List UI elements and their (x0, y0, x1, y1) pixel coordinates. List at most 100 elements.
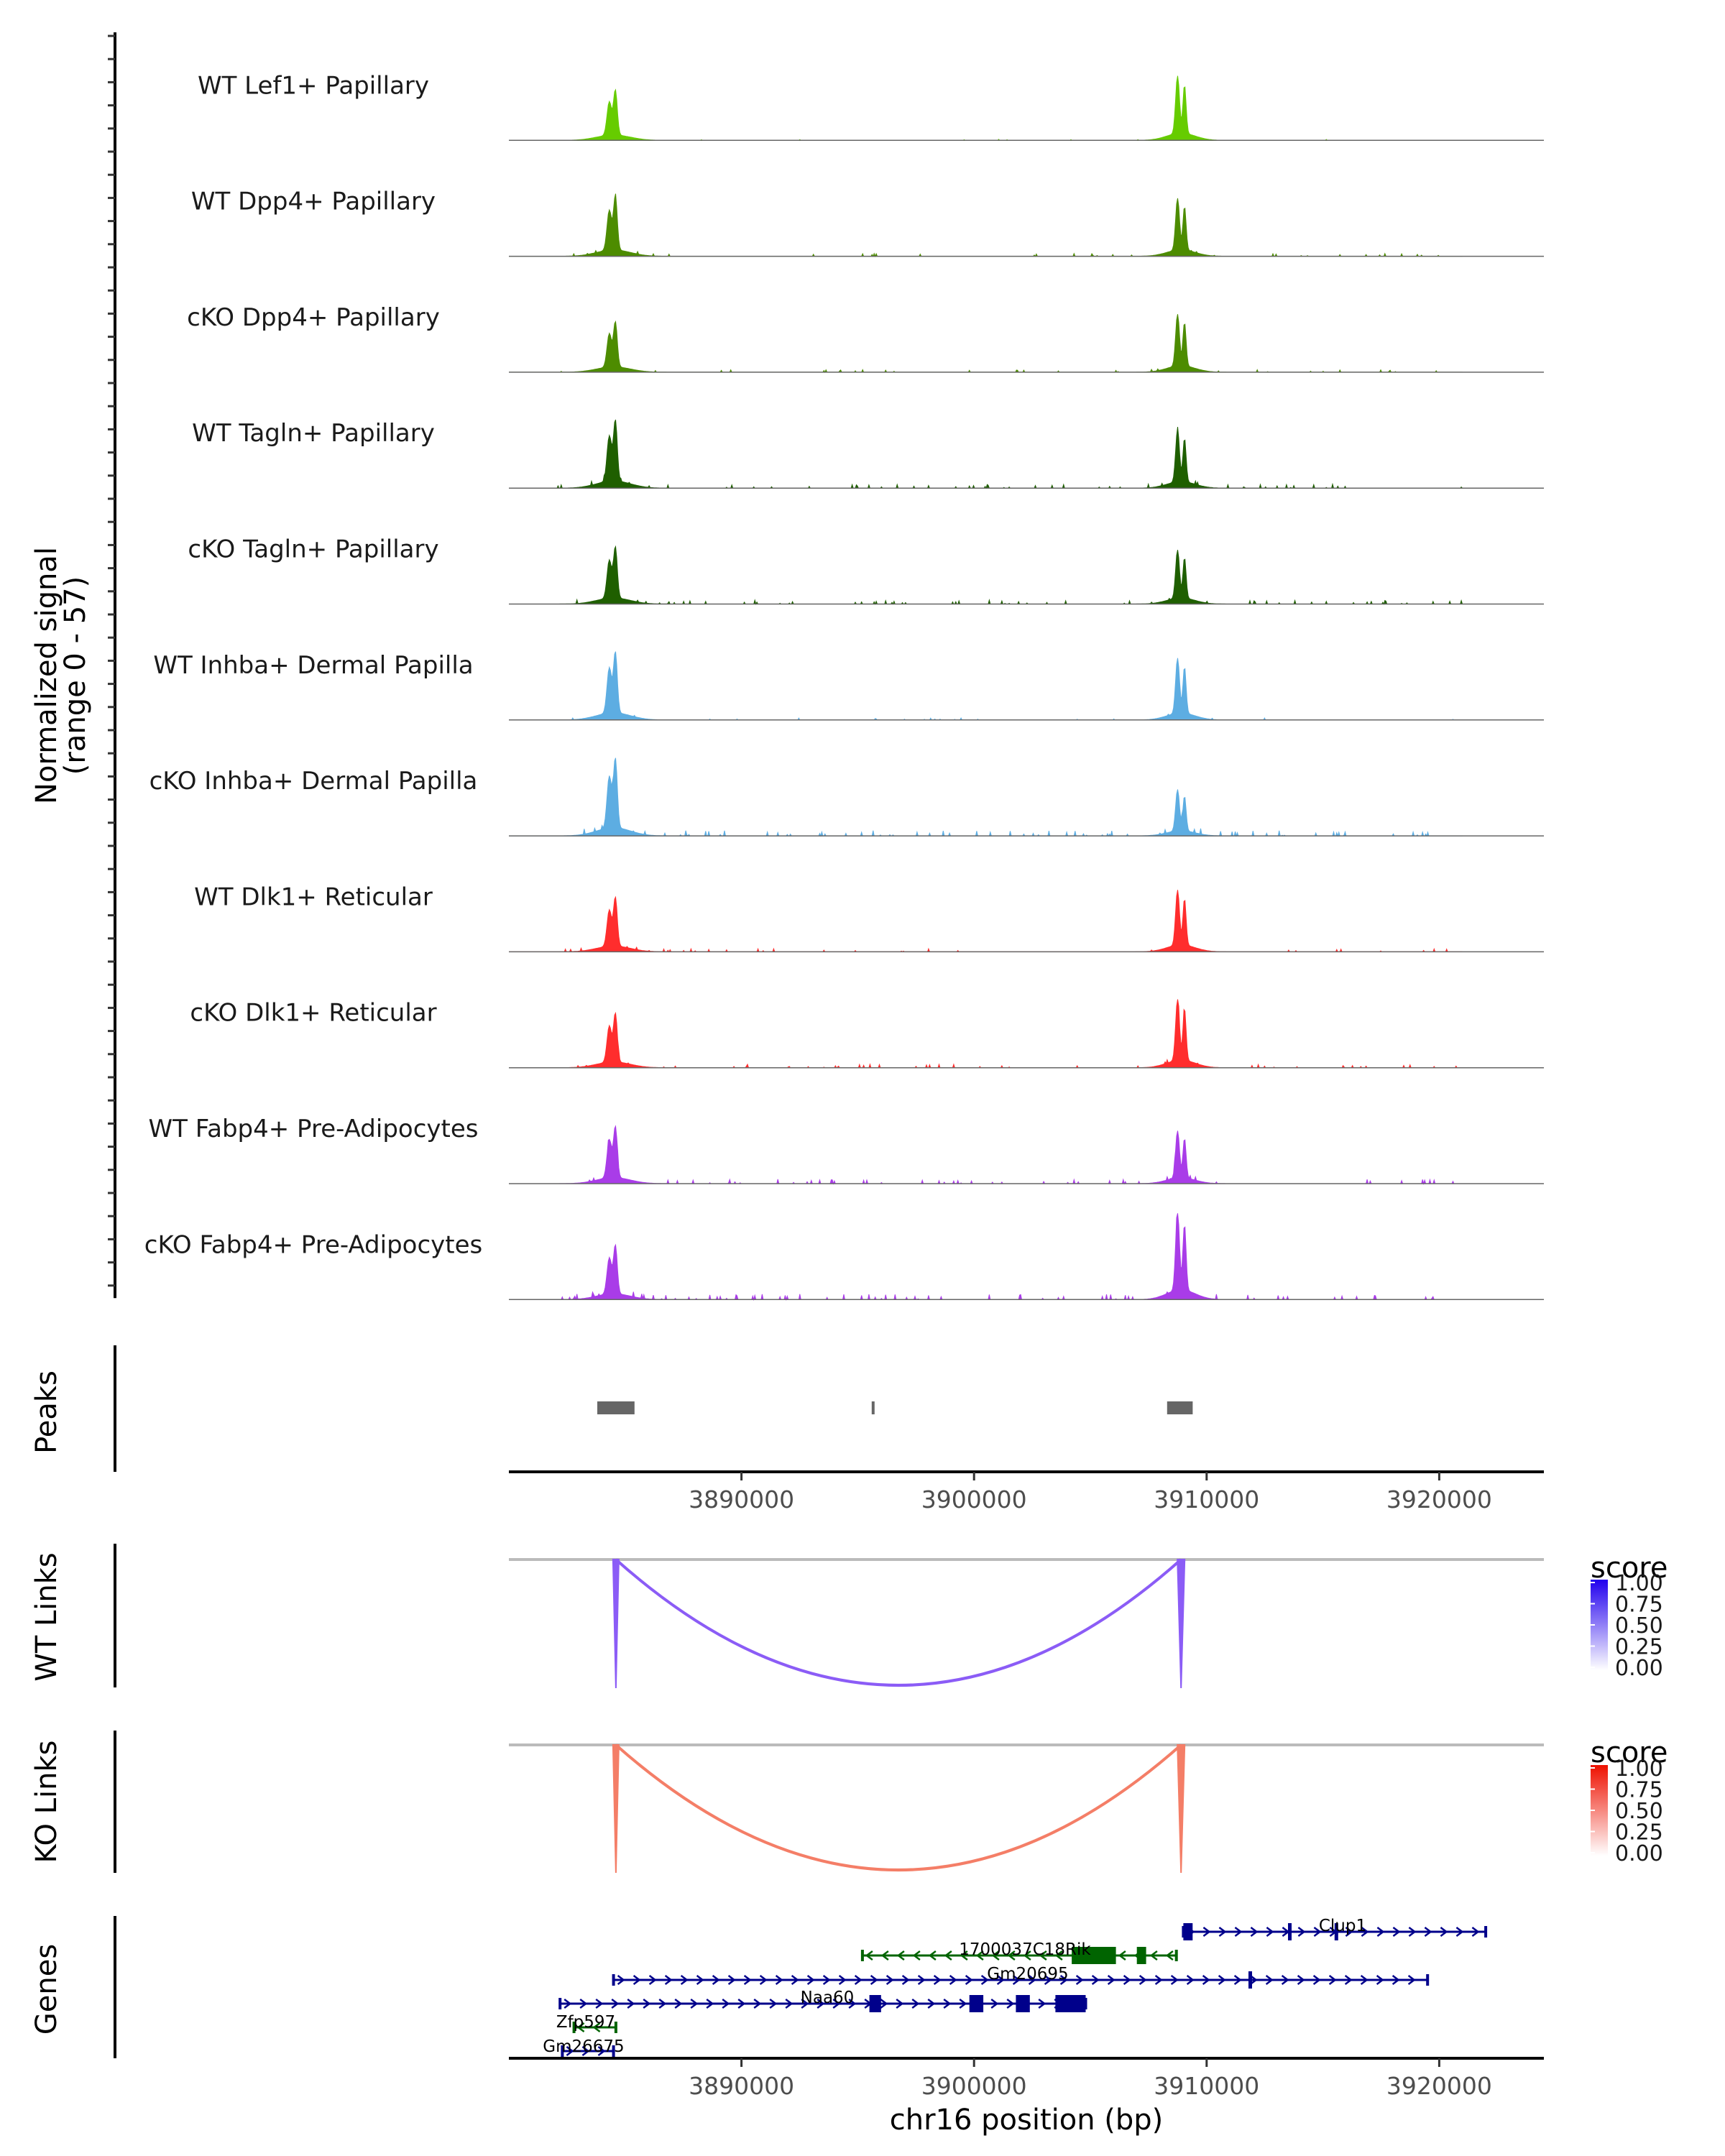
strand-arrow (690, 1999, 699, 2009)
strand-arrow (1312, 1975, 1321, 1985)
coverage-track-7: cKO Inhba+ Dermal Papilla (150, 757, 1544, 837)
x-tick-label: 3890000 (689, 2072, 794, 2100)
gene-gm26675 (561, 2045, 615, 2057)
strand-arrow (581, 2046, 590, 2056)
peaks-track-label: Peaks (30, 1370, 63, 1454)
strand-arrow (1440, 1927, 1448, 1937)
gene-label: Zfp597 (556, 2013, 615, 2032)
strand-arrow (806, 1975, 815, 1985)
strand-arrow (1250, 1927, 1259, 1937)
strand-arrow (680, 1975, 689, 1985)
strand-arrow (1044, 1975, 1052, 1985)
strand-arrow (579, 1999, 588, 2009)
coverage-track-label: WT Dpp4+ Papillary (191, 188, 436, 216)
gene-exon (1183, 1923, 1193, 1940)
peak-region (871, 1401, 875, 1414)
strand-arrow (627, 1999, 635, 2009)
strand-arrow (674, 1999, 683, 2009)
gene-exon (1288, 1923, 1292, 1940)
strand-arrow (576, 2022, 585, 2032)
strand-arrow (848, 1999, 857, 2009)
strand-arrow (632, 1975, 641, 1985)
strand-arrow (880, 1950, 889, 1961)
strand-arrow (901, 1975, 910, 1985)
strand-arrow (722, 1999, 730, 2009)
x-axis-bottom: 3890000 3900000 3910000 3920000 (509, 2057, 1544, 2100)
strand-arrow (1313, 1927, 1322, 1937)
legend-tick-label: 0.50 (1615, 1613, 1663, 1639)
strand-arrow (643, 1999, 651, 2009)
strand-arrow (896, 1999, 904, 2009)
gene-1700037c18rik (860, 1947, 1178, 1964)
genes-track-label: Genes (30, 1944, 63, 2035)
legend-tick-label: 1.00 (1615, 1571, 1663, 1596)
strand-arrow (865, 1950, 873, 1961)
link-anchor-left (612, 1744, 620, 1874)
coverage-track-5: cKO Tagln+ Papillary (188, 535, 1544, 605)
strand-arrow (822, 1975, 831, 1985)
gene-models: Clup1 1700037C18Rik Gm20695 Naa60 Zfp597 Gm26… (543, 1917, 1488, 2057)
coverage-track-label: cKO Fabp4+ Pre-Adipocytes (144, 1230, 483, 1259)
x-tick-label: 3890000 (689, 1485, 794, 1514)
strand-arrow (1138, 1975, 1147, 1985)
strand-arrow (727, 1975, 736, 1985)
legend-tick-label: 0.25 (1615, 1635, 1663, 1660)
x-tick-label: 3900000 (921, 1485, 1027, 1514)
strand-arrow (648, 1975, 657, 1985)
strand-arrow (1407, 1975, 1416, 1985)
strand-arrow (1376, 1927, 1385, 1937)
strand-arrow (991, 1950, 1000, 1961)
strand-arrow (1408, 1927, 1417, 1937)
strand-arrow (990, 1999, 999, 2009)
strand-arrow (791, 1975, 799, 1985)
strand-arrow (832, 1999, 841, 2009)
strand-arrow (706, 1999, 714, 2009)
strand-arrow (1012, 1975, 1021, 1985)
legend-tick-label: 0.25 (1615, 1820, 1663, 1846)
gene-gm20695 (612, 1971, 1430, 1989)
coverage-track-11: cKO Fabp4+ Pre-Adipocytes (144, 1213, 1544, 1302)
x-tick-label: 3900000 (921, 2072, 1027, 2100)
peak-region (1167, 1401, 1193, 1414)
strand-arrow (696, 1975, 704, 1985)
strand-arrow (775, 1975, 783, 1985)
strand-arrow (1376, 1975, 1384, 1985)
gene-exon (869, 1995, 881, 2012)
strand-arrow (912, 1950, 921, 1961)
strand-arrow (1186, 1975, 1195, 1985)
strand-arrow (1006, 1999, 1015, 2009)
coverage-track-label: cKO Dpp4+ Papillary (187, 303, 440, 332)
y-axis-title-line1: Normalized signal (30, 547, 63, 804)
strand-arrow (658, 1999, 667, 2009)
gene-label: 1700037C18Rik (959, 1940, 1091, 1959)
coverage-track-9: cKO Dlk1+ Reticular (190, 999, 1544, 1069)
strand-arrow (928, 1950, 937, 1961)
strand-arrow (1028, 1975, 1036, 1985)
coverage-track-label: WT Tagln+ Papillary (192, 419, 435, 448)
coverage-track-label: WT Lef1+ Papillary (198, 71, 429, 100)
link-arc (615, 1558, 1182, 1687)
strand-arrow (880, 1999, 888, 2009)
coverage-track-label: WT Dlk1+ Reticular (194, 883, 433, 911)
peak-regions (597, 1401, 1193, 1414)
strand-arrow (1218, 1975, 1226, 1985)
gene-exon (1334, 1923, 1338, 1940)
strand-arrow (1091, 1975, 1100, 1985)
coverage-track-label: cKO Tagln+ Papillary (188, 535, 438, 564)
coverage-tracks: WT Lef1+ Papillary WT Dpp4+ Papillary cKO … (144, 71, 1544, 1302)
strand-arrow (617, 1975, 625, 1985)
strand-arrow (1149, 1950, 1158, 1961)
strand-arrow (959, 1999, 967, 2009)
strand-arrow (1249, 1975, 1258, 1985)
gene-exon (1136, 1947, 1146, 1964)
strand-arrow (1118, 1950, 1126, 1961)
strand-arrow (1075, 1975, 1084, 1985)
strand-arrow (965, 1975, 973, 1985)
coverage-track-label: WT Fabp4+ Pre-Adipocytes (149, 1115, 479, 1143)
strand-arrow (996, 1975, 1005, 1985)
ko-links-plot (509, 1743, 1544, 1874)
strand-arrow (801, 1999, 809, 2009)
strand-arrow (1233, 1975, 1242, 1985)
strand-arrow (1360, 1975, 1368, 1985)
ko-links-legend: score 1.000.750.500.250.00 (1591, 1736, 1668, 1866)
